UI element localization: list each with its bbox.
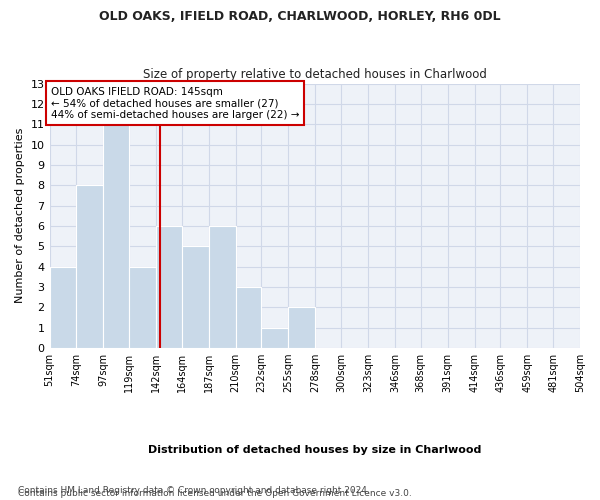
Bar [76,185,103,348]
Bar [50,266,76,348]
X-axis label: Distribution of detached houses by size in Charlwood: Distribution of detached houses by size … [148,445,481,455]
Text: Contains public sector information licensed under the Open Government Licence v3: Contains public sector information licen… [18,488,412,498]
Bar [289,307,316,348]
Bar [209,226,236,348]
Bar [129,266,156,348]
Bar [262,328,289,348]
Text: OLD OAKS IFIELD ROAD: 145sqm
← 54% of detached houses are smaller (27)
44% of se: OLD OAKS IFIELD ROAD: 145sqm ← 54% of de… [51,86,299,120]
Bar [182,246,209,348]
Title: Size of property relative to detached houses in Charlwood: Size of property relative to detached ho… [143,68,487,81]
Bar [236,287,262,348]
Text: Contains HM Land Registry data © Crown copyright and database right 2024.: Contains HM Land Registry data © Crown c… [18,486,370,495]
Bar [156,226,182,348]
Bar [103,124,129,348]
Text: OLD OAKS, IFIELD ROAD, CHARLWOOD, HORLEY, RH6 0DL: OLD OAKS, IFIELD ROAD, CHARLWOOD, HORLEY… [99,10,501,23]
Y-axis label: Number of detached properties: Number of detached properties [15,128,25,304]
